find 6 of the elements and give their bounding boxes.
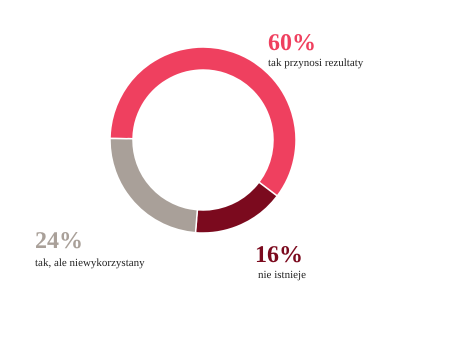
data-label: 60% <box>268 30 316 56</box>
data-label: 24% <box>35 228 83 254</box>
slice-label: nie istnieje <box>258 269 306 281</box>
slice-label: tak przynosi rezultaty <box>268 57 364 69</box>
slice-label: tak, ale niewykorzystany <box>35 257 146 269</box>
data-label: 16% <box>255 242 303 268</box>
